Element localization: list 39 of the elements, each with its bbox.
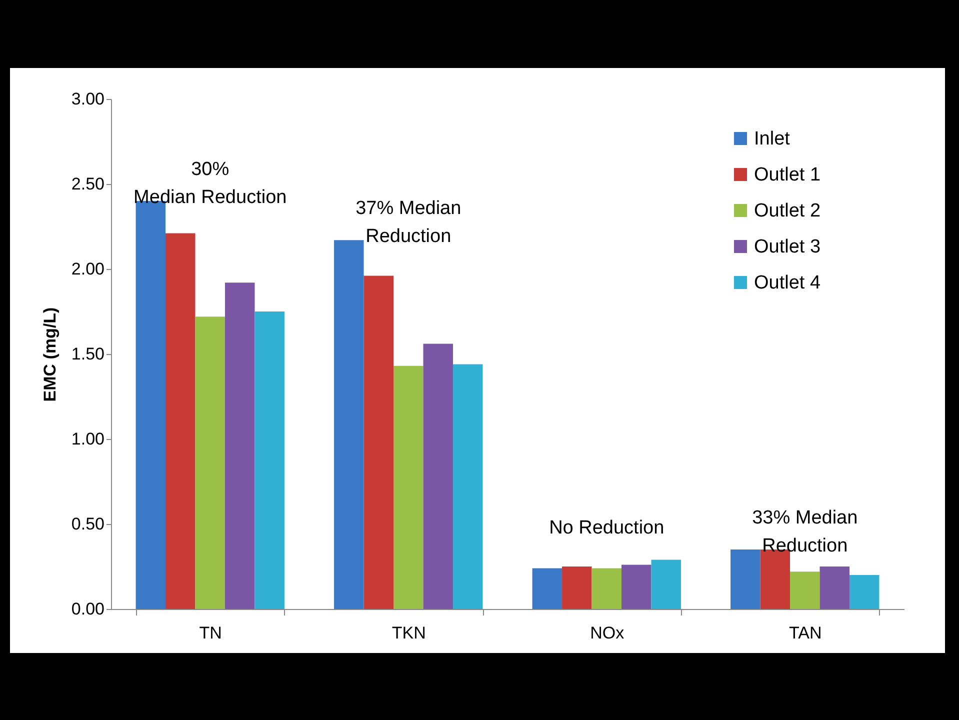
bar: [452, 364, 483, 609]
bar: [562, 566, 592, 609]
x-tick-label: TKN: [392, 624, 426, 642]
bar: [195, 316, 225, 609]
y-tick-label: 3.00: [71, 90, 104, 108]
bar: [166, 233, 196, 609]
y-tick-label: 0.00: [71, 600, 104, 618]
bar: [790, 572, 820, 609]
bar: [532, 568, 562, 609]
y-tick-label: 0.50: [71, 514, 104, 534]
bar: [849, 575, 880, 609]
legend-label: Outlet 1: [754, 164, 821, 186]
y-tick-label: 1.50: [71, 344, 104, 364]
bar: [730, 550, 760, 609]
annotation: 33% Median Reduction: [752, 508, 858, 556]
bar: [364, 276, 394, 609]
bar: [334, 240, 364, 609]
legend-label: Inlet: [754, 128, 791, 150]
bar: [621, 564, 652, 609]
annotation: 37% Median Reduction: [356, 198, 462, 248]
bar: [651, 560, 681, 609]
x-tick-label: TN: [199, 624, 222, 642]
y-tick-label: 2.00: [71, 260, 104, 278]
bar: [224, 282, 255, 609]
legend-label: Outlet 4: [754, 272, 821, 294]
y-axis-title: EMC (mg/L): [40, 307, 60, 402]
bar: [254, 312, 284, 609]
x-tick-label: TAN: [789, 624, 822, 642]
legend-label: Outlet 3: [754, 236, 821, 258]
y-tick-label: 1.00: [71, 430, 104, 448]
x-tick-label: NOx: [590, 624, 625, 642]
bar: [423, 344, 453, 609]
bar: [394, 366, 424, 609]
y-tick-label: 2.50: [71, 174, 104, 194]
annotation: 30% Median Reduction: [134, 159, 287, 208]
annotation: No Reduction: [549, 518, 664, 539]
bar: [592, 568, 622, 609]
bar: [820, 566, 850, 609]
legend-label: Outlet 2: [754, 200, 821, 222]
